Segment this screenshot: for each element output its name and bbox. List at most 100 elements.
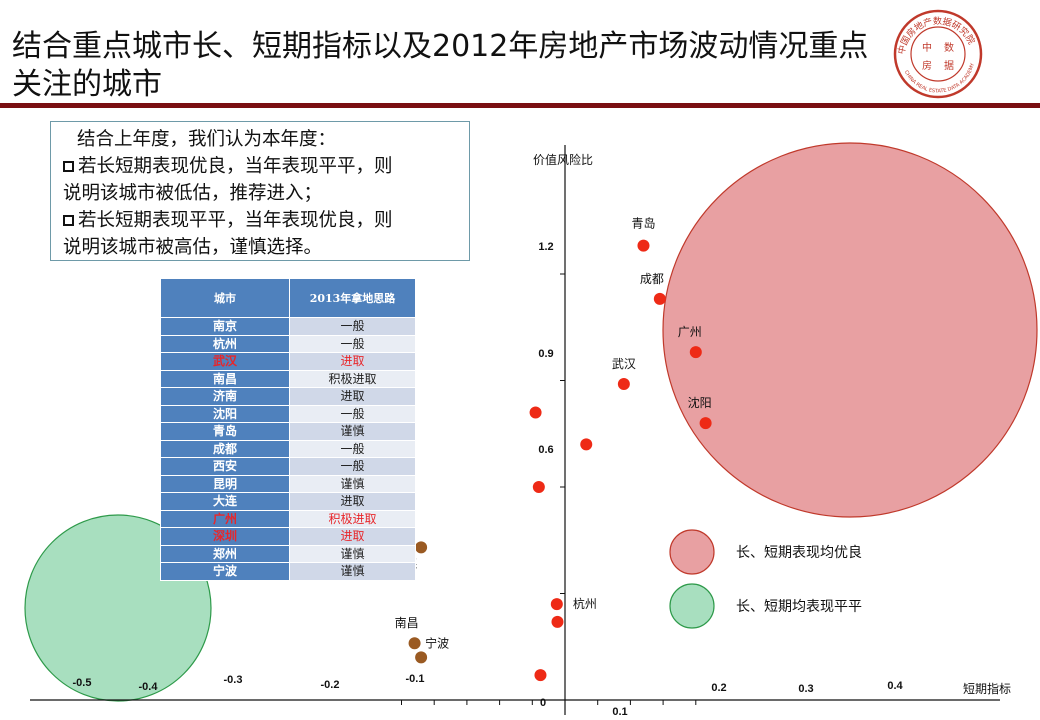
x-tick-label: 0.1 [612,706,627,718]
city-cell: 武汉 [160,352,290,371]
city-cell: 昆明 [160,474,290,493]
data-point [699,417,712,430]
legend-swatch [669,583,715,629]
city-cell: 杭州 [160,334,290,353]
x-tick-label: 0.2 [711,682,726,694]
note-intro: 结合上年度，我们认为本年度： [77,129,337,150]
academy-logo: 中国房地产数据研究院 中 数 房 据 CHINA REAL ESTATE DAT… [893,9,983,99]
data-point [689,346,702,359]
y-tick-label: 0.9 [538,348,553,360]
city-cell: 广州 [160,509,290,528]
svg-text:据: 据 [944,59,954,72]
city-cell: 南京 [160,317,290,336]
city-cell: 济南 [160,387,290,406]
city-cell: 沈阳 [160,404,290,423]
table-row: 济南 进取 [160,387,416,406]
x-tick-label: 0.3 [798,683,813,695]
legend-swatch [669,529,715,575]
strategy-cell: 进取 [289,352,416,371]
point-label: 杭州 [573,596,597,611]
data-point [408,637,421,650]
table-row: 武汉 进取 [160,352,416,371]
strategy-note: 结合上年度，我们认为本年度： 若长短期表现优良，当年表现平平，则 说明该城市被低… [50,121,470,261]
strategy-cell: 进取 [289,527,416,546]
city-cell: 深圳 [160,527,290,546]
point-label: 广州 [678,325,702,339]
data-point [550,598,563,611]
table-row: 杭州 一般 [160,334,416,353]
data-point [653,292,666,305]
point-label: 南昌 [395,615,419,630]
point-label: 沈阳 [688,395,712,410]
table-row: 宁波 谨慎 [160,562,416,581]
legend-label: 长、短期表现均优良 [736,544,862,560]
city-cell: 大连 [160,492,290,511]
city-cell: 西安 [160,457,290,476]
svg-text:房: 房 [922,59,932,72]
table-row: 昆明 谨慎 [160,474,416,493]
data-point [580,438,593,451]
x-tick-label: -0.1 [406,673,425,685]
strategy-cell: 谨慎 [289,562,416,581]
data-point [415,541,428,554]
x-tick-label: 0.4 [887,680,903,692]
table-row: 大连 进取 [160,492,416,511]
data-point [529,406,542,419]
table-row: 成都 一般 [160,439,416,458]
y-tick-label: 1.2 [538,241,553,253]
city-cell: 宁波 [160,562,290,581]
table-row: 青岛 谨慎 [160,422,416,441]
x-axis-label: 短期指标 [963,681,1011,696]
page-title: 结合重点城市长、短期指标以及2012年房地产市场波动情况重点关注的城市 [12,29,869,102]
y-axis-label: 价值风险比 [533,152,593,167]
note-point1-line1: 若长短期表现优良，当年表现平平，则 [78,156,393,177]
strategy-cell: 一般 [289,439,416,458]
strategy-cell: 积极进取 [289,509,416,528]
city-cell: 南昌 [160,369,290,388]
note-point1-line2: 说明该城市被低估，推荐进入； [63,183,323,204]
y-tick-label: 0.6 [538,444,553,456]
x-tick-label: 0 [540,697,546,709]
strategy-cell: 谨慎 [289,474,416,493]
city-cell: 郑州 [160,544,290,563]
zone-strong [662,142,1038,518]
city-strategy-table: 城市 2013年拿地思路 南京 一般 杭州 一般 武汉 进取 南昌 积极进取 济南 进取 沈阳 一般青… [160,278,416,581]
table-header-strategy: 2013年拿地思路 [289,278,416,318]
point-label: 成都 [640,272,664,286]
table-row: 南京 一般 [160,317,416,336]
note-point2-line1: 若长短期表现平平，当年表现优良，则 [78,210,393,231]
data-point [534,669,547,682]
x-tick-label: -0.4 [139,681,159,693]
table-row: 广州 积极进取 [160,509,416,528]
title-divider [0,103,1040,108]
point-label: 武汉 [612,357,636,371]
legend-label: 长、短期均表现平平 [736,598,862,614]
strategy-cell: 进取 [289,492,416,511]
table-row: 沈阳 一般 [160,404,416,423]
svg-text:数: 数 [944,41,954,54]
strategy-cell: 谨慎 [289,544,416,563]
x-tick-label: -0.5 [73,677,92,689]
point-label: 宁波 [425,635,449,650]
data-point [551,615,564,628]
point-label: 青岛 [631,216,655,231]
data-point [415,651,428,664]
strategy-cell: 积极进取 [289,369,416,388]
city-cell: 成都 [160,439,290,458]
strategy-cell: 进取 [289,387,416,406]
checkbox-bullet-icon [63,161,74,172]
checkbox-bullet-icon [63,215,74,226]
strategy-cell: 谨慎 [289,422,416,441]
svg-text:中: 中 [922,41,932,54]
data-point [637,239,650,252]
strategy-cell: 一般 [289,334,416,353]
x-tick-label: -0.2 [321,679,340,691]
strategy-cell: 一般 [289,404,416,423]
table-row: 西安 一般 [160,457,416,476]
table-row: 郑州 谨慎 [160,544,416,563]
note-point2-line2: 说明该城市被高估，谨慎选择。 [63,237,323,258]
table-row: 南昌 积极进取 [160,369,416,388]
table-header-city: 城市 [160,278,290,318]
x-tick-label: -0.3 [224,674,243,686]
